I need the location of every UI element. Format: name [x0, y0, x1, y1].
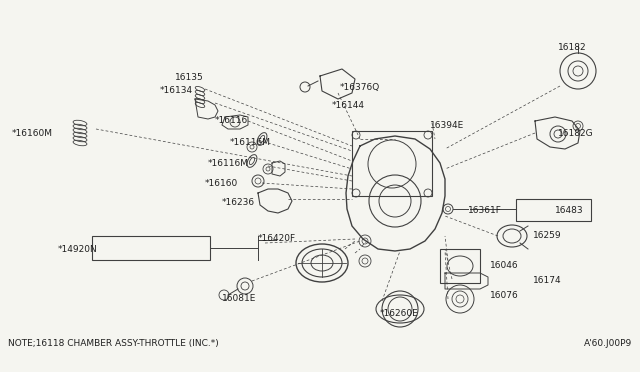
Text: A'60.J00P9: A'60.J00P9	[584, 339, 632, 348]
Text: 16174: 16174	[533, 276, 562, 285]
Text: *16376Q: *16376Q	[340, 83, 380, 92]
Bar	[352, 131, 432, 196]
Text: 16259: 16259	[533, 231, 562, 240]
Text: *16420F: *16420F	[258, 234, 296, 243]
Text: *16160M: *16160M	[12, 129, 53, 138]
Text: 16135: 16135	[175, 73, 204, 82]
Text: 16394E: 16394E	[430, 121, 464, 130]
Text: 16483: 16483	[555, 206, 584, 215]
Text: *16116M: *16116M	[230, 138, 271, 147]
Text: 16182: 16182	[558, 43, 587, 52]
Text: *16116: *16116	[215, 116, 248, 125]
Bar	[440, 249, 480, 283]
Text: *16134: *16134	[160, 86, 193, 95]
Text: 16076: 16076	[490, 291, 519, 300]
Text: *16236: *16236	[222, 198, 255, 207]
Text: *16116M: *16116M	[208, 159, 249, 168]
Text: *16144: *16144	[332, 101, 365, 110]
Text: 16182G: 16182G	[558, 129, 594, 138]
Text: 16361F: 16361F	[468, 206, 502, 215]
Text: *16160: *16160	[205, 179, 238, 188]
Text: NOTE;16118 CHAMBER ASSY-THROTTLE (INC.*): NOTE;16118 CHAMBER ASSY-THROTTLE (INC.*)	[8, 339, 219, 348]
Text: *14920N: *14920N	[58, 245, 98, 254]
Text: 16046: 16046	[490, 261, 518, 270]
Bar	[92, 236, 210, 260]
Text: 16081E: 16081E	[222, 294, 257, 303]
Text: *16260E: *16260E	[380, 309, 419, 318]
Bar	[516, 199, 591, 221]
